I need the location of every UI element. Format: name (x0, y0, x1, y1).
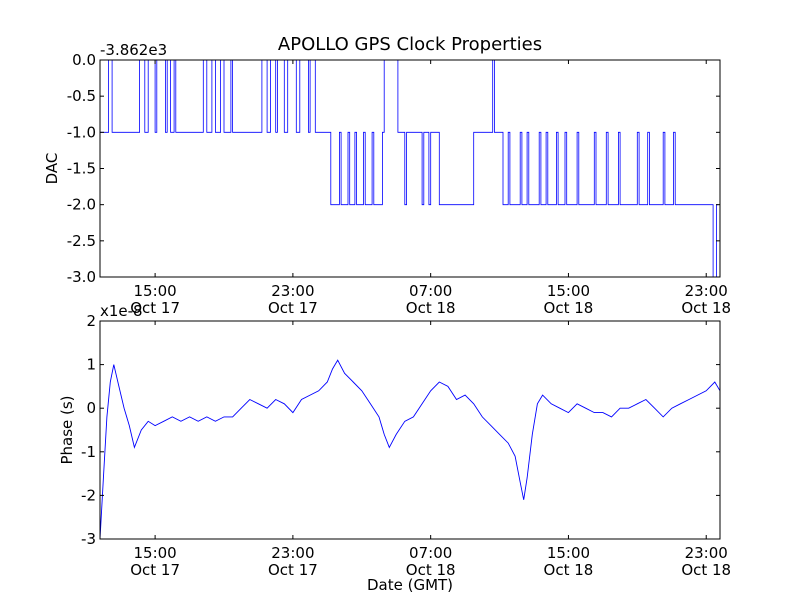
phase-xtick-date-label: Oct 18 (406, 561, 456, 579)
dac-ytick-label: -2.5 (67, 232, 96, 250)
phase-xtick-date-label: Oct 18 (681, 561, 731, 579)
phase-ytick-label: -3 (81, 530, 96, 548)
dac-xtick-time-label: 15:00 (133, 282, 176, 300)
dac-xtick-time-label: 07:00 (409, 282, 452, 300)
phase-plot-border (99, 320, 721, 540)
phase-ytick-label: -2 (81, 486, 96, 504)
dac-ytick-label: -3.0 (67, 268, 96, 286)
dac-xtick-date-label: Oct 17 (130, 299, 180, 317)
phase-ytick-label: 1 (86, 356, 96, 374)
dac-xtick-date-label: Oct 18 (544, 299, 594, 317)
dac-ytick-label: -2.0 (67, 196, 96, 214)
dac-plot-frame (99, 59, 721, 278)
phase-xtick-date-label: Oct 18 (544, 561, 594, 579)
dac-ytick-label: -0.5 (67, 87, 96, 105)
phase-xtick-date-label: Oct 17 (130, 561, 180, 579)
dac-xtick-date-label: Oct 18 (681, 299, 731, 317)
phase-y-axis-label: Phase (s) (58, 395, 76, 464)
dac-xtick-date-label: Oct 18 (406, 299, 456, 317)
dac-ytick-label: -1.0 (67, 123, 96, 141)
dac-y-axis-label: DAC (43, 153, 61, 185)
phase-xtick-time-label: 23:00 (271, 544, 314, 562)
dac-xtick-time-label: 15:00 (547, 282, 590, 300)
dac-offset-label: -3.862e3 (100, 41, 167, 59)
phase-series-line (99, 359, 721, 540)
dac-xtick-time-label: 23:00 (271, 282, 314, 300)
phase-offset-label: x1e-8 (100, 302, 143, 320)
dac-xtick-time-label: 23:00 (685, 282, 728, 300)
dac-xtick-date-label: Oct 17 (268, 299, 318, 317)
phase-xtick-time-label: 23:00 (685, 544, 728, 562)
phase-xtick-time-label: 15:00 (133, 544, 176, 562)
x-axis-label: Date (GMT) (367, 576, 453, 594)
phase-ytick-label: -1 (81, 443, 96, 461)
phase-plot-frame (99, 320, 721, 540)
phase-xtick-time-label: 15:00 (547, 544, 590, 562)
phase-xtick-date-label: Oct 17 (268, 561, 318, 579)
phase-xtick-time-label: 07:00 (409, 544, 452, 562)
phase-ytick-label: 0 (86, 399, 96, 417)
dac-ytick-label: 0.0 (72, 51, 96, 69)
dac-ytick-label: -1.5 (67, 160, 96, 178)
chart-title: APOLLO GPS Clock Properties (278, 34, 542, 55)
phase-ytick-label: 2 (86, 312, 96, 330)
